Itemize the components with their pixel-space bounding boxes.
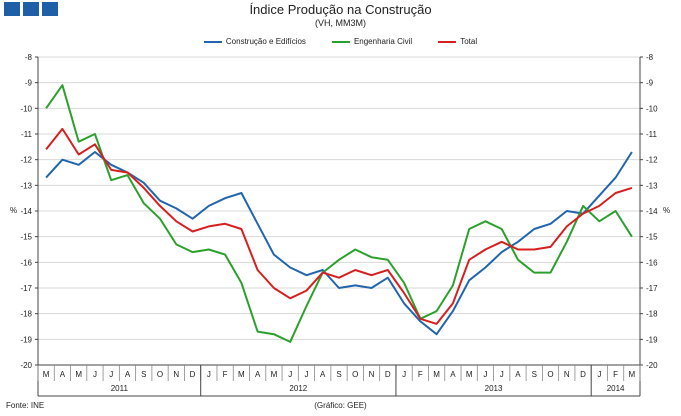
x-tick-label: O xyxy=(547,370,553,379)
legend-swatch-engenharia xyxy=(331,40,350,43)
x-tick-label: D xyxy=(580,370,586,379)
chart-subtitle: (VH, MM3M) xyxy=(315,18,366,28)
y-tick-label-left: -19 xyxy=(20,335,32,344)
x-tick-label: O xyxy=(352,370,358,379)
x-tick-label: M xyxy=(271,370,278,379)
y-tick-label-left: -16 xyxy=(20,258,32,267)
year-label: 2014 xyxy=(607,384,625,393)
y-tick-label-left: -9 xyxy=(25,79,33,88)
x-tick-label: M xyxy=(238,370,245,379)
x-tick-label: A xyxy=(450,370,456,379)
chart-title: Índice Produção na Construção xyxy=(249,2,432,17)
year-label: 2013 xyxy=(485,384,503,393)
x-tick-label: A xyxy=(255,370,261,379)
y-tick-label-left: -8 xyxy=(25,53,33,62)
x-tick-label: M xyxy=(466,370,473,379)
x-tick-label: S xyxy=(141,370,146,379)
y-tick-label-left: -17 xyxy=(20,284,32,293)
y-tick-label-right: -17 xyxy=(646,284,658,293)
x-tick-label: S xyxy=(532,370,537,379)
x-tick-label: N xyxy=(564,370,570,379)
x-tick-label: F xyxy=(613,370,618,379)
chart-credit: (Gráfico: GEE) xyxy=(314,401,367,410)
x-tick-label: A xyxy=(60,370,66,379)
legend-label-total: Total xyxy=(460,37,478,46)
x-tick-label: N xyxy=(173,370,179,379)
x-tick-label: O xyxy=(157,370,163,379)
legend-swatch-total xyxy=(438,40,457,43)
legend-label-construcao: Construção e Edifícios xyxy=(225,37,306,46)
x-tick-label: J xyxy=(288,370,292,379)
x-tick-label: M xyxy=(43,370,50,379)
x-tick-label: F xyxy=(223,370,228,379)
y-tick-label-right: -15 xyxy=(646,233,658,242)
legend-item-engenharia: Engenharia Civil xyxy=(331,37,413,46)
y-tick-label-right: -10 xyxy=(646,104,658,113)
legend-swatch-construcao xyxy=(203,40,222,43)
x-tick-label: D xyxy=(190,370,196,379)
x-tick-label: M xyxy=(75,370,82,379)
x-tick-label: A xyxy=(320,370,326,379)
source-note: Fonte: INE xyxy=(6,401,45,410)
x-tick-label: J xyxy=(109,370,113,379)
series-line-engenharia xyxy=(45,84,633,343)
x-tick-label: A xyxy=(515,370,521,379)
legend-item-construcao: Construção e Edifícios xyxy=(203,37,306,46)
y-tick-label-right: -11 xyxy=(646,130,658,139)
year-label: 2012 xyxy=(289,384,307,393)
y-tick-label-right: -19 xyxy=(646,335,658,344)
x-tick-label: S xyxy=(336,370,341,379)
y-tick-label-left: -14 xyxy=(20,207,32,216)
y-tick-label-left: -13 xyxy=(20,181,32,190)
series-line-total xyxy=(45,127,633,325)
x-tick-label: J xyxy=(500,370,504,379)
x-tick-label: J xyxy=(93,370,97,379)
year-label: 2011 xyxy=(111,384,129,393)
y-axis-label-left: % xyxy=(10,206,17,215)
y-tick-label-right: -8 xyxy=(646,53,654,62)
y-tick-label-right: -20 xyxy=(646,361,658,370)
x-tick-label: J xyxy=(597,370,601,379)
legend-item-total: Total xyxy=(438,37,477,46)
y-tick-label-left: -12 xyxy=(20,156,32,165)
x-tick-label: J xyxy=(207,370,211,379)
x-tick-label: D xyxy=(385,370,391,379)
x-tick-label: J xyxy=(483,370,487,379)
legend-label-engenharia: Engenharia Civil xyxy=(353,37,413,46)
x-tick-label: M xyxy=(433,370,440,379)
y-tick-label-right: -13 xyxy=(646,181,658,190)
x-tick-label: J xyxy=(402,370,406,379)
series-line-construcao xyxy=(45,151,633,336)
y-tick-label-left: -20 xyxy=(20,361,32,370)
y-tick-label-right: -14 xyxy=(646,207,658,216)
x-tick-label: N xyxy=(369,370,375,379)
y-axis-label-right: % xyxy=(663,206,670,215)
y-tick-label-right: -9 xyxy=(646,79,654,88)
y-tick-label-right: -12 xyxy=(646,156,658,165)
y-tick-label-right: -16 xyxy=(646,258,658,267)
y-tick-label-left: -15 xyxy=(20,233,32,242)
x-tick-label: J xyxy=(304,370,308,379)
brand-logo xyxy=(4,2,58,16)
y-tick-label-left: -18 xyxy=(20,310,32,319)
x-tick-label: M xyxy=(629,370,636,379)
y-tick-label-right: -18 xyxy=(646,310,658,319)
x-tick-label: F xyxy=(418,370,423,379)
chart-legend: Construção e Edifícios Engenharia Civil … xyxy=(0,37,681,46)
x-tick-label: A xyxy=(125,370,131,379)
y-tick-label-left: -11 xyxy=(21,130,33,139)
y-tick-label-left: -10 xyxy=(20,104,32,113)
